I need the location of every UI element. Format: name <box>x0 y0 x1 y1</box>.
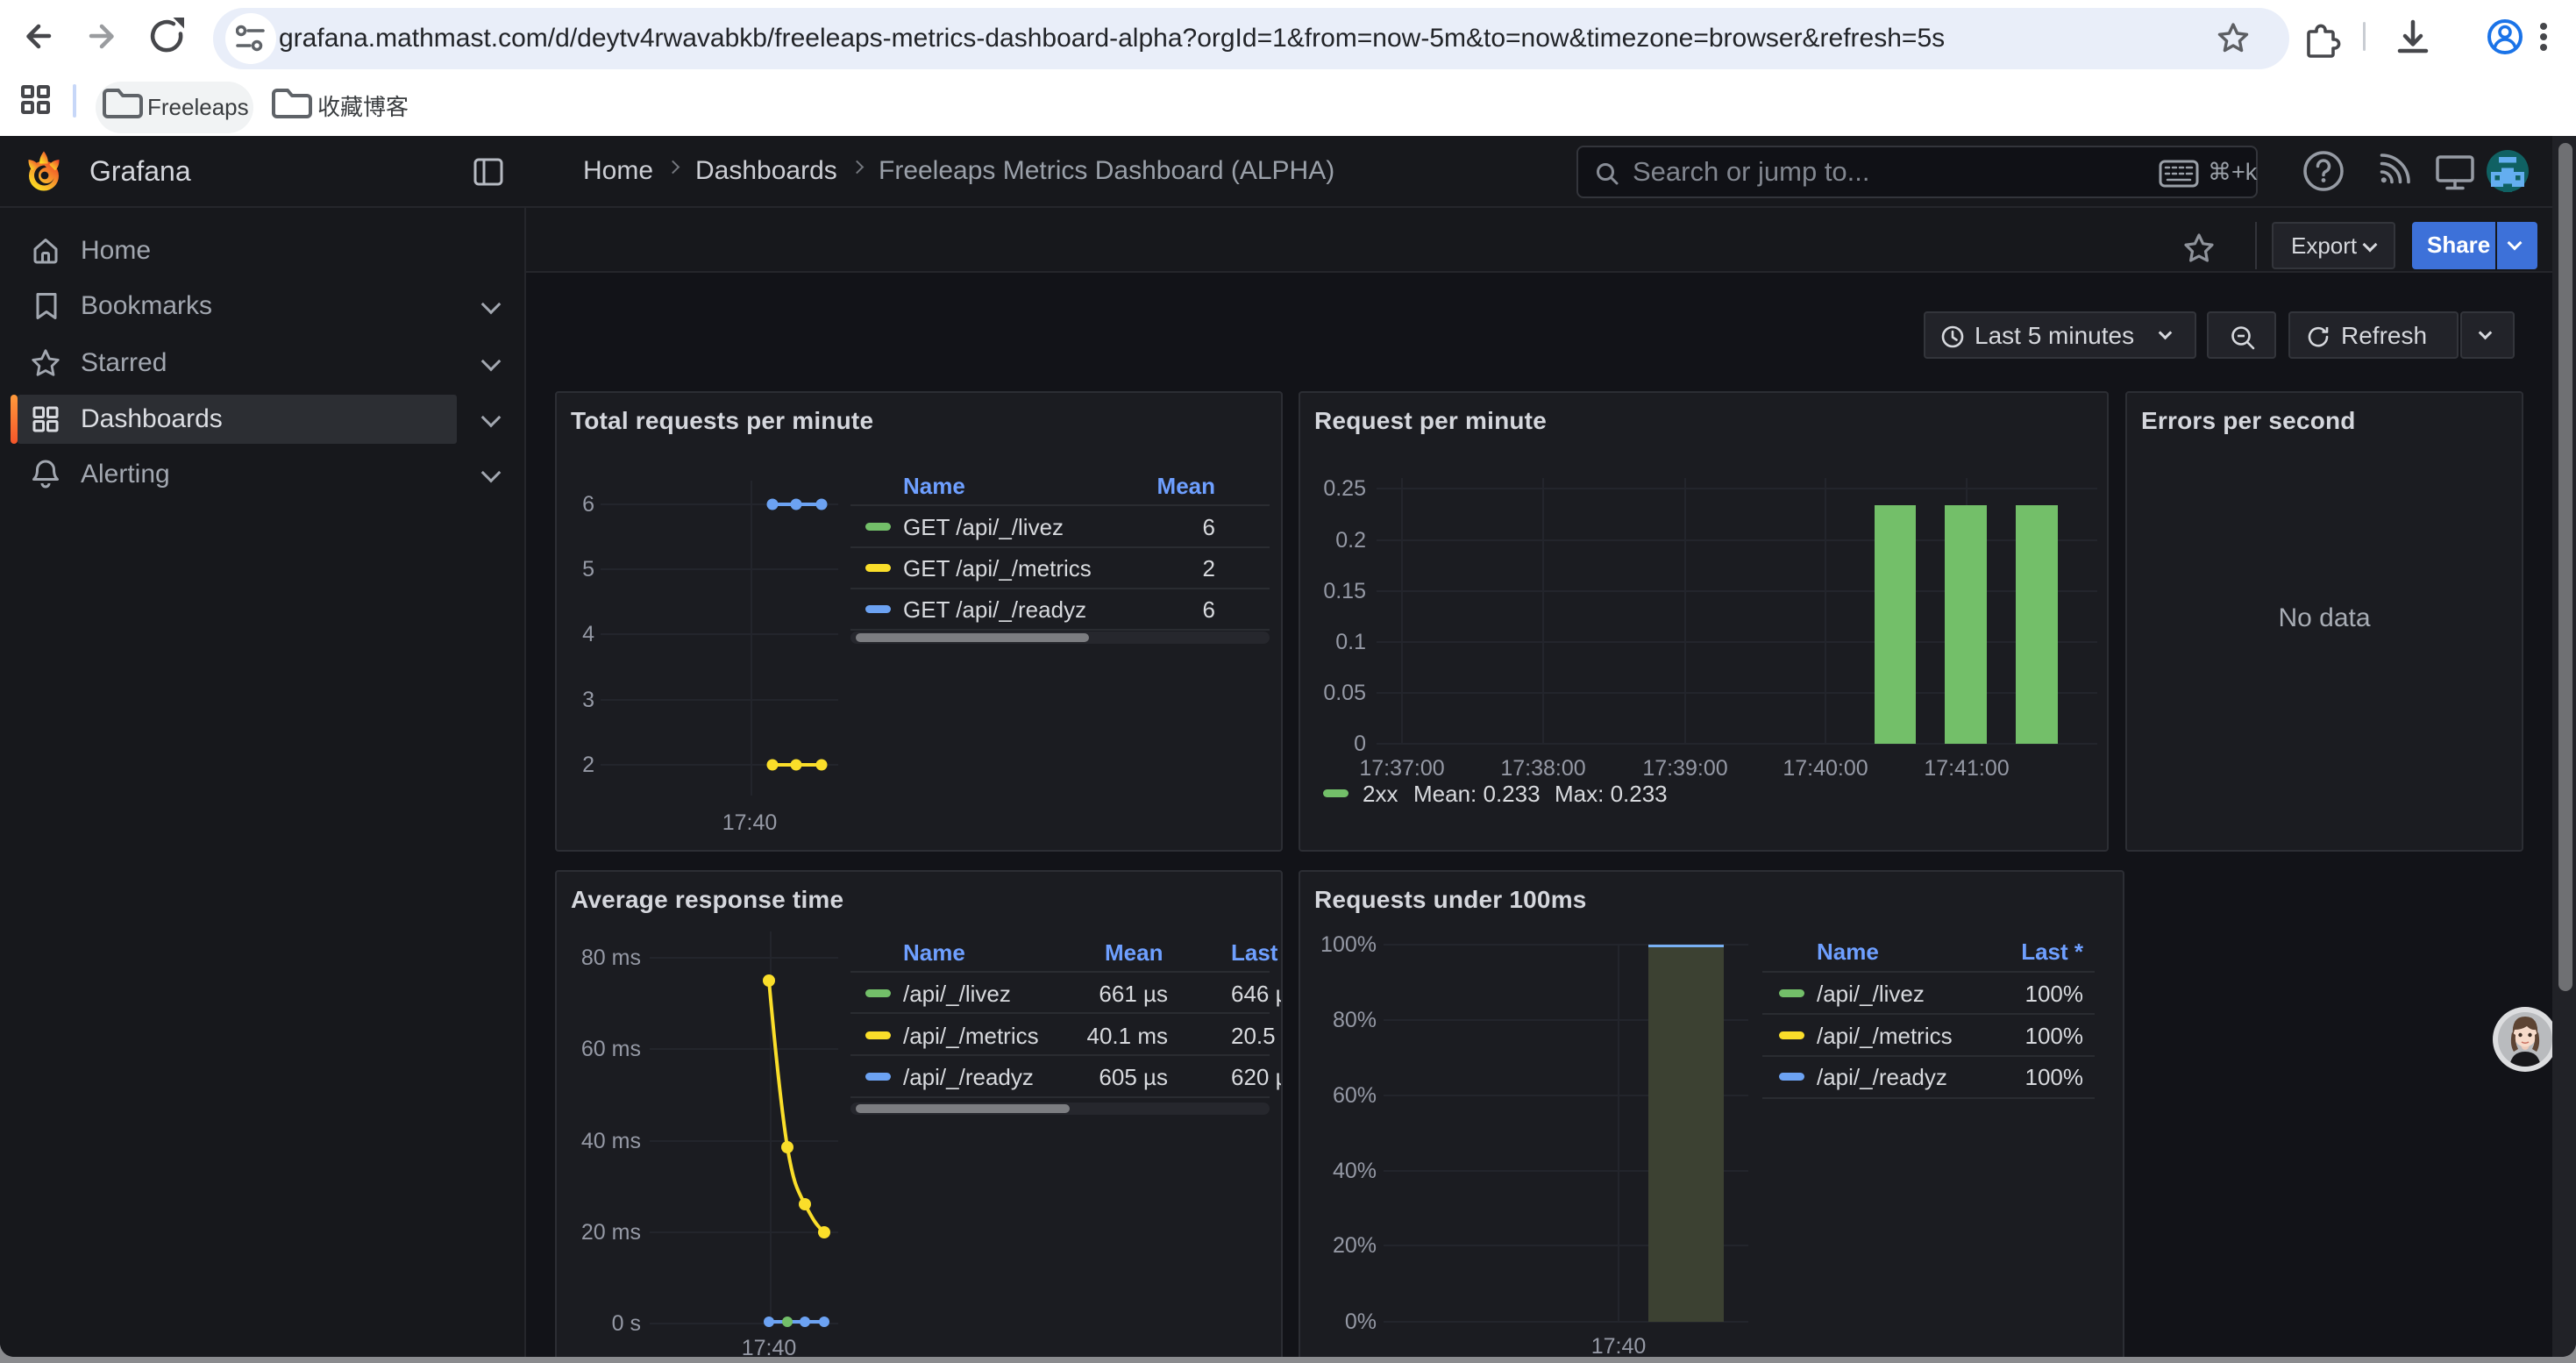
svg-text:17:40: 17:40 <box>742 1336 797 1357</box>
svg-text:0.25: 0.25 <box>1323 476 1366 501</box>
svg-text:0.05: 0.05 <box>1323 681 1366 705</box>
svg-text:17:40: 17:40 <box>722 810 778 835</box>
svg-text:20%: 20% <box>1333 1233 1377 1258</box>
svg-text:2: 2 <box>582 753 594 777</box>
svg-text:40 ms: 40 ms <box>581 1129 641 1153</box>
svg-text:3: 3 <box>582 688 594 712</box>
svg-text:20 ms: 20 ms <box>581 1220 641 1245</box>
svg-text:0.2: 0.2 <box>1335 528 1366 553</box>
svg-text:40%: 40% <box>1333 1159 1377 1183</box>
svg-text:0: 0 <box>1354 731 1366 756</box>
svg-text:17:39:00: 17:39:00 <box>1642 756 1727 781</box>
svg-text:4: 4 <box>582 622 594 646</box>
svg-text:60 ms: 60 ms <box>581 1037 641 1061</box>
svg-text:0.15: 0.15 <box>1323 579 1366 603</box>
svg-text:5: 5 <box>582 557 594 582</box>
svg-text:17:37:00: 17:37:00 <box>1359 756 1444 781</box>
svg-text:0.1: 0.1 <box>1335 630 1366 654</box>
svg-text:0 s: 0 s <box>612 1311 641 1336</box>
svg-text:17:41:00: 17:41:00 <box>1924 756 2009 781</box>
svg-text:17:40: 17:40 <box>1591 1334 1647 1357</box>
svg-text:100%: 100% <box>1320 932 1377 957</box>
svg-text:17:38:00: 17:38:00 <box>1500 756 1585 781</box>
svg-text:80%: 80% <box>1333 1008 1377 1032</box>
svg-text:80 ms: 80 ms <box>581 946 641 970</box>
svg-text:17:40:00: 17:40:00 <box>1783 756 1868 781</box>
svg-text:6: 6 <box>582 492 594 517</box>
svg-text:0%: 0% <box>1345 1309 1377 1334</box>
svg-text:60%: 60% <box>1333 1083 1377 1108</box>
